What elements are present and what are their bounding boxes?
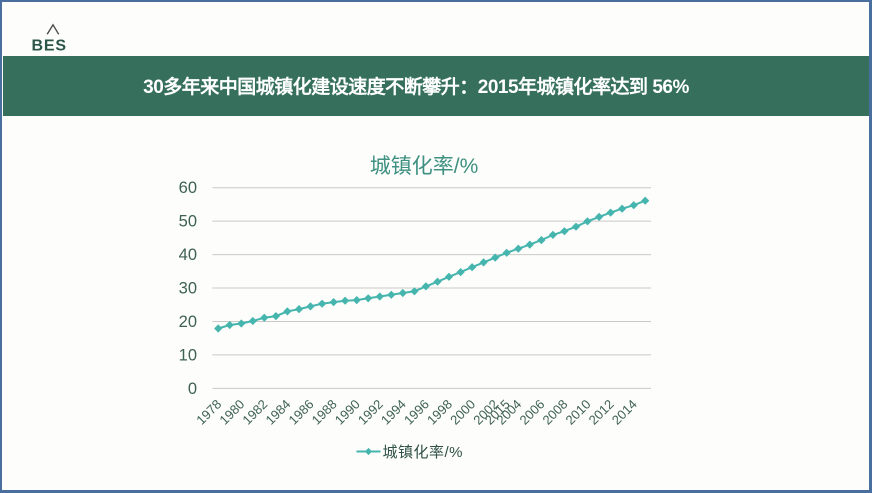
svg-text:2000: 2000 bbox=[447, 397, 478, 428]
svg-text:20: 20 bbox=[179, 313, 197, 331]
svg-text:40: 40 bbox=[179, 246, 197, 264]
svg-text:1978: 1978 bbox=[193, 397, 224, 428]
svg-text:1990: 1990 bbox=[332, 397, 363, 428]
svg-text:城镇化率/%: 城镇化率/% bbox=[370, 155, 479, 178]
svg-text:2014: 2014 bbox=[609, 397, 640, 428]
svg-text:30: 30 bbox=[179, 280, 197, 298]
svg-text:1994: 1994 bbox=[378, 397, 409, 428]
svg-text:2008: 2008 bbox=[539, 397, 570, 428]
svg-text:1996: 1996 bbox=[401, 397, 432, 428]
svg-text:0: 0 bbox=[188, 380, 197, 398]
svg-text:1980: 1980 bbox=[216, 397, 247, 428]
svg-text:2012: 2012 bbox=[586, 397, 617, 428]
svg-text:2010: 2010 bbox=[563, 397, 594, 428]
svg-text:1986: 1986 bbox=[286, 397, 317, 428]
svg-text:城镇化率/%: 城镇化率/% bbox=[383, 444, 464, 461]
svg-text:1982: 1982 bbox=[239, 397, 270, 428]
svg-text:1984: 1984 bbox=[262, 397, 293, 428]
svg-text:1992: 1992 bbox=[355, 397, 386, 428]
svg-text:60: 60 bbox=[179, 179, 197, 197]
svg-text:10: 10 bbox=[179, 346, 197, 364]
svg-text:1988: 1988 bbox=[309, 397, 340, 428]
svg-text:2006: 2006 bbox=[516, 397, 547, 428]
svg-text:1998: 1998 bbox=[424, 397, 455, 428]
svg-text:50: 50 bbox=[179, 213, 197, 231]
svg-text:BES: BES bbox=[32, 38, 67, 55]
